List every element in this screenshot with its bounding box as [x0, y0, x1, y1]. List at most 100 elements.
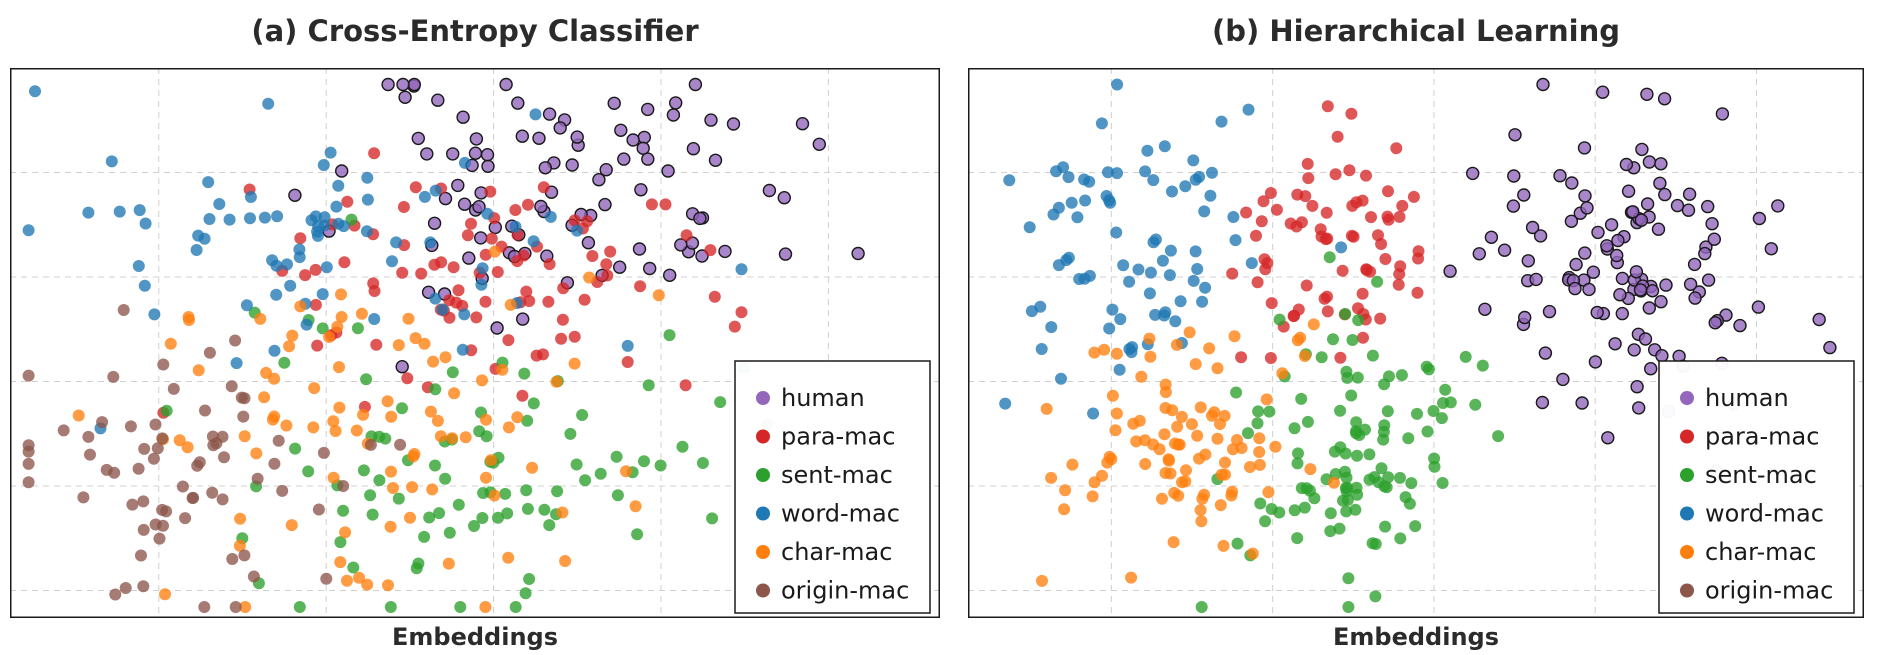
point-char-mac	[1130, 435, 1143, 448]
point-origin-mac	[151, 442, 164, 455]
point-human	[1478, 302, 1492, 317]
legend-marker-origin-mac	[756, 583, 770, 598]
point-human	[1518, 310, 1532, 325]
point-para-mac	[1255, 215, 1268, 228]
point-human	[516, 312, 530, 326]
plot-frame	[968, 68, 1864, 618]
point-sent-mac	[379, 432, 392, 445]
point-human	[1751, 300, 1766, 314]
point-sent-mac	[519, 587, 532, 600]
point-char-mac	[333, 401, 346, 414]
point-para-mac	[461, 229, 474, 242]
point-human	[1683, 277, 1698, 292]
point-origin-mac	[207, 439, 220, 452]
point-char-mac	[164, 337, 177, 350]
point-sent-mac	[576, 409, 589, 421]
point-sent-mac	[1350, 425, 1362, 438]
point-para-mac	[728, 320, 741, 333]
point-para-mac	[1374, 312, 1387, 325]
point-sent-mac	[454, 601, 467, 613]
point-sent-mac	[1399, 491, 1412, 504]
point-human	[1613, 287, 1627, 302]
point-para-mac	[578, 293, 591, 306]
point-word-mac	[1071, 211, 1084, 224]
point-sent-mac	[520, 484, 533, 497]
point-char-mac	[308, 382, 321, 395]
point-human	[1764, 242, 1778, 256]
point-para-mac	[543, 258, 556, 271]
point-human	[1687, 257, 1702, 272]
point-human	[607, 96, 621, 110]
point-para-mac	[479, 295, 492, 308]
point-word-mac	[475, 278, 488, 291]
point-word-mac	[1215, 115, 1228, 128]
point-word-mac	[621, 339, 634, 352]
point-sent-mac	[631, 528, 644, 541]
point-char-mac	[350, 424, 363, 437]
point-char-mac	[1228, 330, 1241, 343]
legend-label-para-mac: para-mac	[1705, 423, 1819, 451]
point-human	[634, 183, 648, 197]
point-sent-mac	[1381, 405, 1394, 418]
point-char-mac	[1294, 331, 1307, 344]
point-para-mac	[502, 334, 515, 347]
data-points	[22, 77, 865, 613]
point-human	[1564, 214, 1579, 229]
point-char-mac	[1276, 367, 1289, 380]
legend: human para-mac sent-mac word-mac char-mac ori…	[734, 360, 931, 614]
point-sent-mac	[439, 472, 452, 485]
legend-marker-origin-mac	[1680, 583, 1694, 598]
point-para-mac	[557, 282, 570, 295]
point-sent-mac	[696, 457, 709, 469]
point-word-mac	[418, 190, 431, 203]
point-human	[1497, 243, 1512, 257]
point-sent-mac	[1341, 493, 1354, 506]
point-sent-mac	[468, 520, 480, 532]
point-char-mac	[355, 307, 368, 320]
point-human	[1658, 187, 1672, 202]
point-sent-mac	[1340, 505, 1353, 518]
point-para-mac	[735, 306, 748, 319]
point-origin-mac	[100, 463, 113, 476]
point-sent-mac	[611, 489, 624, 502]
point-char-mac	[1253, 432, 1266, 445]
point-sent-mac	[373, 474, 386, 487]
point-char-mac	[1170, 338, 1183, 351]
scatter-plot-b: human para-mac sent-mac word-mac char-mac ori…	[968, 68, 1864, 618]
point-sent-mac	[1273, 313, 1286, 326]
point-sent-mac	[1476, 359, 1489, 372]
point-word-mac	[481, 207, 494, 220]
point-word-mac	[1045, 321, 1058, 334]
point-char-mac	[485, 454, 498, 467]
point-para-mac	[568, 214, 581, 227]
point-sent-mac	[1288, 422, 1301, 435]
point-char-mac	[258, 391, 271, 404]
point-char-mac	[327, 471, 340, 484]
point-human	[1640, 87, 1654, 101]
legend-label-para-mac: para-mac	[781, 423, 895, 451]
point-human	[553, 121, 567, 135]
point-human	[1517, 188, 1531, 202]
point-origin-mac	[229, 334, 242, 347]
point-human	[1619, 157, 1634, 172]
point-para-mac	[601, 269, 614, 282]
point-human	[1521, 254, 1535, 268]
point-sent-mac	[446, 366, 459, 379]
point-word-mac	[311, 225, 324, 238]
legend-label-sent-mac: sent-mac	[781, 461, 893, 489]
point-origin-mac	[22, 457, 35, 470]
point-word-mac	[223, 213, 236, 226]
point-char-mac	[1195, 515, 1208, 528]
point-char-mac	[406, 481, 419, 494]
chart-title: (a) Cross-Entropy Classifier	[251, 14, 699, 48]
point-para-mac	[679, 379, 692, 392]
point-word-mac	[148, 308, 161, 321]
legend-label-origin-mac: origin-mac	[1705, 577, 1833, 605]
point-char-mac	[357, 408, 370, 421]
point-human	[1642, 155, 1657, 169]
legend-marker-sent-mac	[756, 468, 770, 482]
point-origin-mac	[276, 484, 289, 497]
point-human	[472, 199, 486, 214]
point-sent-mac	[396, 402, 408, 415]
point-human	[1621, 184, 1636, 198]
